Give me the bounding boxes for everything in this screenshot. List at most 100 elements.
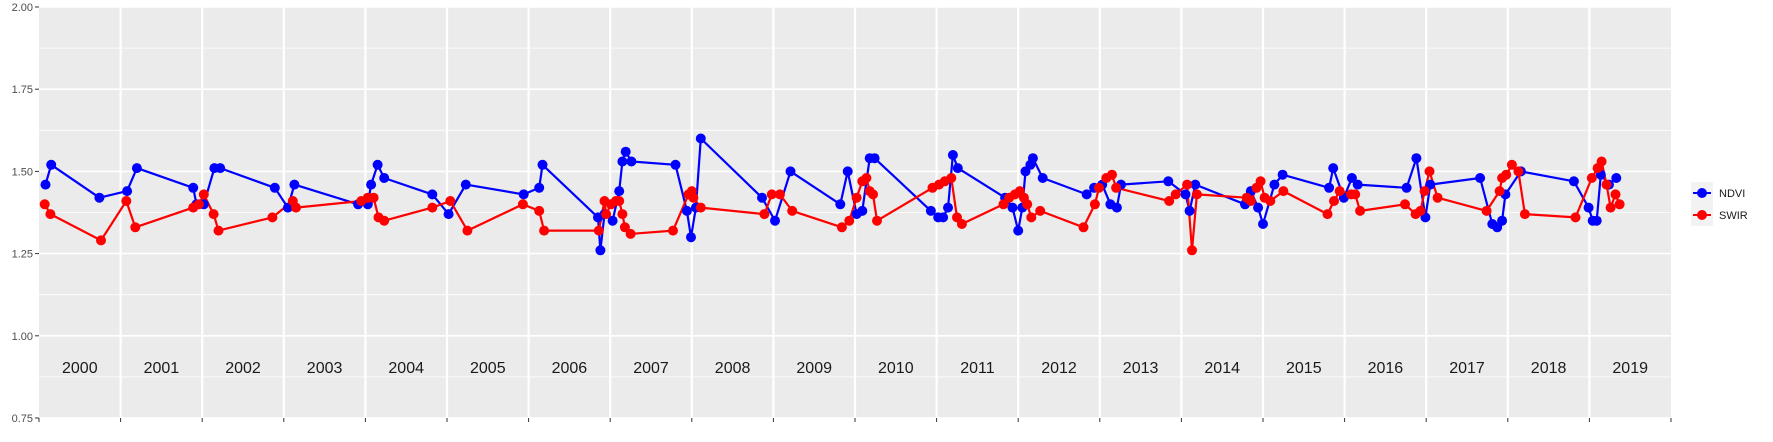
- swir-point: [539, 225, 550, 236]
- swir-point: [1182, 179, 1193, 190]
- ndvi-point: [1184, 205, 1195, 216]
- swir-point: [1432, 192, 1443, 203]
- swir-point: [1278, 186, 1289, 197]
- year-label: 2012: [1041, 360, 1077, 377]
- ndvi-point: [626, 156, 637, 167]
- swir-point: [774, 189, 785, 200]
- ndvi-point: [46, 159, 57, 170]
- swir-point: [1424, 166, 1435, 177]
- ndvi-point: [534, 182, 545, 193]
- ndvi-point: [1324, 182, 1335, 193]
- ndvi-point: [620, 146, 631, 157]
- swir-point: [1596, 156, 1607, 167]
- swir-point: [1513, 166, 1524, 177]
- swir-point: [1187, 245, 1197, 256]
- ndvi-point: [835, 199, 846, 210]
- swir-point: [1400, 199, 1410, 210]
- ndvi-point: [938, 212, 949, 223]
- year-label: 2007: [633, 360, 669, 377]
- ndvi-point: [1163, 176, 1174, 187]
- ndvi-point: [215, 163, 226, 174]
- swir-point: [1481, 205, 1492, 216]
- swir-point: [695, 202, 706, 213]
- year-label: 2015: [1286, 360, 1322, 377]
- swir-point: [766, 189, 777, 200]
- ndvi-point: [947, 150, 958, 160]
- year-label: 2019: [1612, 360, 1648, 377]
- ndvi-point: [379, 173, 390, 183]
- ndvi-point: [94, 192, 105, 203]
- swir-point: [601, 209, 612, 220]
- ndvi-point: [681, 205, 692, 216]
- swir-point: [267, 212, 278, 223]
- swir-point: [688, 192, 699, 203]
- year-label: 2004: [388, 360, 424, 377]
- ndvi-point: [1277, 169, 1288, 180]
- swir-point: [998, 199, 1009, 210]
- ndvi-point: [460, 179, 471, 190]
- year-label: 2008: [715, 360, 751, 377]
- swir-point: [851, 192, 862, 203]
- swir-point: [39, 199, 50, 210]
- ndvi-point: [40, 179, 51, 190]
- swir-point: [1355, 205, 1366, 216]
- swir-point: [1570, 212, 1581, 223]
- swir-point: [787, 205, 798, 216]
- legend-swir-marker: [1697, 210, 1707, 220]
- year-label: 2010: [878, 360, 914, 377]
- swir-point: [1329, 196, 1339, 206]
- legend-ndvi-marker: [1697, 188, 1707, 198]
- year-label: 2013: [1123, 360, 1159, 377]
- swir-point: [759, 209, 770, 220]
- swir-point: [1111, 182, 1122, 193]
- ndvi-point: [122, 186, 133, 197]
- swir-point: [534, 205, 545, 216]
- ndvi-point: [537, 159, 548, 170]
- ndvi-point: [1027, 153, 1038, 164]
- ndvi-point: [1180, 189, 1191, 200]
- year-label: 2005: [470, 360, 506, 377]
- swir-point: [462, 225, 473, 236]
- swir-point: [668, 225, 678, 236]
- year-label: 2000: [62, 360, 98, 377]
- swir-point: [836, 222, 847, 233]
- swir-point: [121, 196, 132, 206]
- swir-point: [517, 199, 528, 210]
- ndvi-point: [1475, 173, 1486, 183]
- ndvi-point: [695, 133, 706, 144]
- ndvi-point: [785, 166, 796, 177]
- year-labels: 2000 2001 2002 2003 2004 2005 2006 2007 2008 2009…: [62, 360, 1648, 377]
- ndvi-point: [614, 186, 625, 197]
- series-points: [39, 133, 1625, 256]
- ndvi-point: [1328, 163, 1339, 174]
- swir-point: [45, 209, 56, 220]
- year-label: 2006: [552, 360, 588, 377]
- ndvi-point: [443, 209, 454, 220]
- y-tick-label: 1.50: [12, 166, 33, 178]
- swir-point: [872, 215, 882, 226]
- swir-point: [445, 196, 456, 206]
- swir-point: [1265, 196, 1276, 206]
- swir-point: [1415, 205, 1426, 216]
- ndvi-point: [1425, 179, 1436, 190]
- year-label: 2011: [960, 360, 995, 377]
- swir-point: [1191, 189, 1202, 200]
- swir-point: [1350, 189, 1361, 200]
- swir-point: [1035, 205, 1046, 216]
- ndvi-point: [289, 179, 300, 190]
- ndvi-point: [757, 192, 767, 203]
- swir-point: [617, 209, 628, 220]
- ndvi-point: [427, 189, 438, 200]
- swir-point: [1605, 202, 1616, 213]
- swir-point: [614, 196, 625, 206]
- ndvi-point: [617, 156, 628, 167]
- ndvi-point: [269, 182, 280, 193]
- swir-point: [1501, 169, 1512, 180]
- ndvi-point: [1190, 179, 1201, 190]
- swir-point: [130, 222, 141, 233]
- ndvi-point: [131, 163, 142, 174]
- swir-point: [1334, 186, 1345, 197]
- swir-point: [1255, 176, 1266, 187]
- swir-point: [379, 215, 390, 226]
